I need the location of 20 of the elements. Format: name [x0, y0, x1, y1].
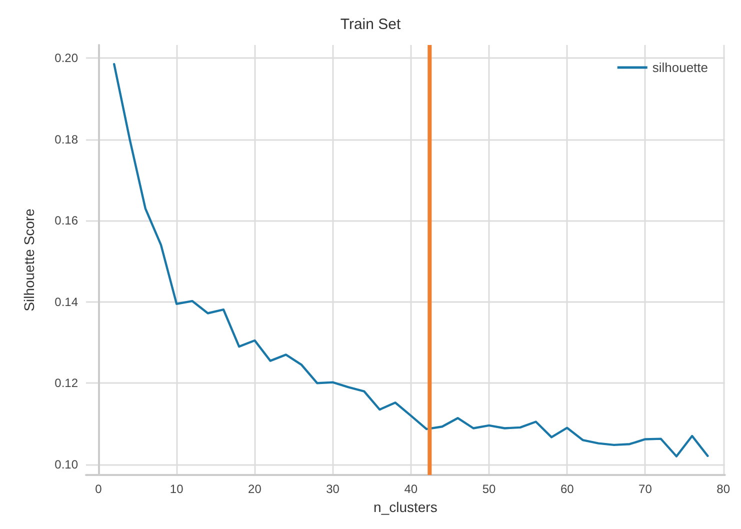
y-axis-title: Silhouette Score: [21, 208, 37, 312]
x-tick-label: 50: [482, 482, 496, 496]
chart-title: Train Set: [340, 16, 402, 33]
x-tick-label: 10: [170, 482, 184, 496]
legend-label: silhouette: [652, 60, 708, 75]
x-axis-title: n_clusters: [374, 498, 438, 515]
line-series: [113, 62, 709, 458]
x-tick-label: 70: [638, 482, 652, 496]
x-tick-label: 60: [560, 482, 574, 496]
x-tick-label: 80: [716, 482, 730, 496]
y-tick-label: 0.18: [54, 132, 78, 146]
y-tick-label: 0.14: [54, 294, 78, 309]
y-tick-label: 0.20: [54, 51, 78, 66]
x-tick-label: 30: [326, 482, 340, 496]
x-tick-label: 0: [95, 482, 102, 496]
x-tick-label: 20: [248, 482, 262, 496]
y-tick-label: 0.12: [54, 376, 78, 390]
x-tick-label: 40: [404, 482, 418, 496]
y-tick-label: 0.16: [54, 214, 78, 228]
y-tick-label: 0.10: [54, 457, 78, 472]
